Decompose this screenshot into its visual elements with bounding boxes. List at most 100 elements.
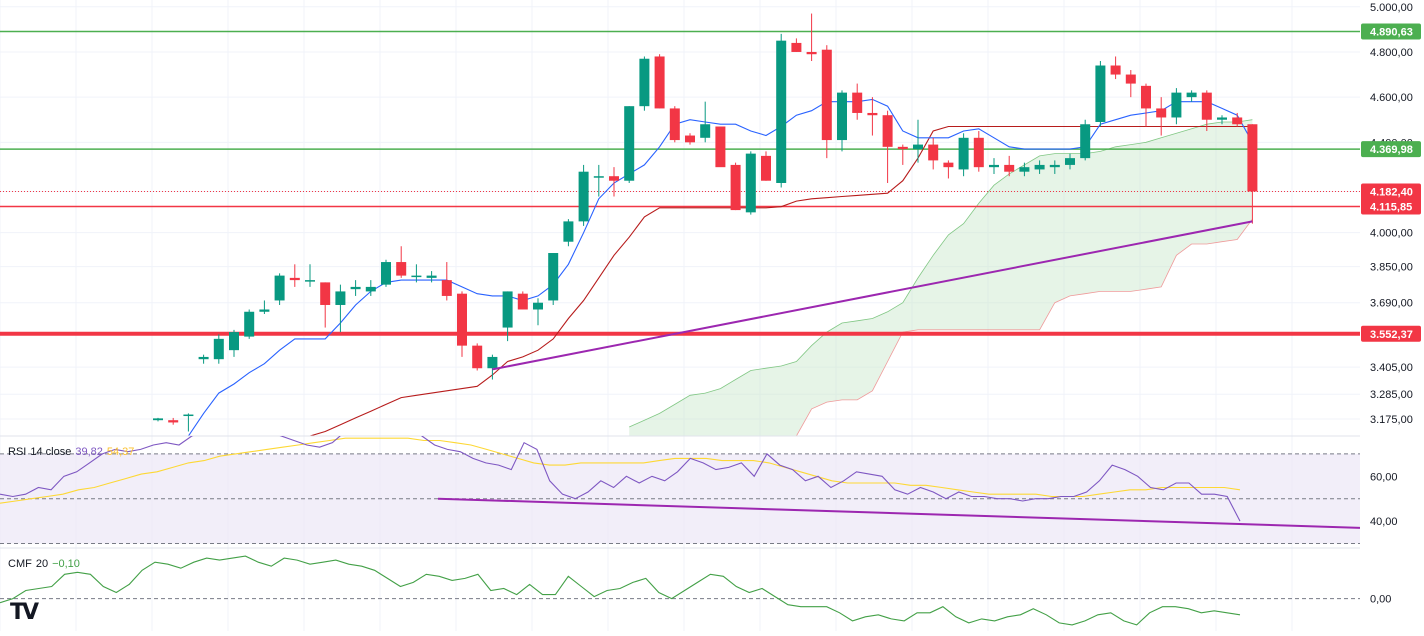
candle-body: [1141, 85, 1151, 109]
candle: [289, 264, 300, 287]
tradingview-logo: TV: [10, 600, 39, 625]
candle: [654, 54, 665, 109]
price-label-red_thick: [1361, 325, 1421, 342]
candle-body: [806, 51, 817, 55]
candle-body: [289, 277, 300, 281]
candle: [411, 264, 422, 283]
candle-body: [1065, 158, 1075, 165]
candle: [958, 133, 969, 177]
candle: [259, 300, 270, 315]
candle-body: [685, 135, 695, 143]
candle-body: [396, 262, 407, 276]
price-label-text: 4.182,40: [1370, 186, 1413, 198]
price-label-green: [1361, 141, 1421, 158]
price-trendline: [492, 220, 1253, 371]
price-axis: 5.000,004.800,004.600,004.400,004.182,40…: [1360, 0, 1424, 631]
candle: [745, 151, 756, 215]
rsi-axis-tick: 40,00: [1370, 516, 1398, 528]
rsi-axis-tick: 60,00: [1370, 471, 1398, 483]
price-axis-tick: 3.690,00: [1370, 298, 1413, 310]
candle-body: [502, 291, 513, 328]
candle: [1110, 56, 1121, 80]
candle-body: [624, 106, 635, 181]
candle-body: [517, 293, 528, 310]
candle-body: [365, 286, 376, 292]
candle-body: [654, 56, 665, 109]
candle: [1080, 119, 1091, 161]
candle-body: [913, 144, 923, 150]
candle-body: [1201, 92, 1212, 120]
candle: [198, 354, 209, 364]
candle-body: [168, 420, 179, 423]
candle: [457, 291, 467, 357]
candle-body: [578, 171, 589, 222]
candle: [441, 262, 452, 301]
candle: [1065, 153, 1075, 170]
candle-body: [229, 332, 239, 351]
candle: [1232, 112, 1243, 127]
candle-body: [1186, 92, 1197, 98]
price-axis-tick: 5.000,00: [1370, 2, 1413, 14]
candle: [624, 106, 635, 183]
price-label-green: [1361, 23, 1421, 40]
candle: [472, 343, 483, 371]
candle-body: [1156, 108, 1167, 118]
candle-body: [897, 146, 908, 150]
candle: [305, 264, 315, 287]
rsi-ma-value: 54,37: [106, 446, 135, 458]
candle: [669, 106, 680, 143]
candle-body: [1004, 164, 1015, 172]
candle: [1049, 160, 1060, 174]
candle-body: [791, 42, 802, 52]
candle: [563, 219, 574, 247]
candle-body: [153, 418, 163, 421]
cmf-axis-tick: 0,00: [1370, 594, 1391, 606]
candle-body: [548, 253, 559, 301]
candle: [426, 271, 437, 283]
candle: [1019, 162, 1030, 177]
candle: [183, 413, 194, 432]
price-axis-tick: 3.285,00: [1370, 389, 1413, 401]
candle-body: [958, 137, 969, 170]
candle-body: [1049, 164, 1060, 168]
candle-body: [943, 162, 954, 168]
candle-body: [821, 49, 832, 141]
rsi-name: RSI: [8, 446, 27, 458]
candle: [1171, 88, 1182, 125]
candle: [1186, 90, 1197, 102]
candle: [350, 280, 361, 296]
price-label-text: 4.369,98: [1370, 144, 1413, 156]
candle-body: [335, 291, 346, 305]
candle: [274, 273, 285, 305]
candle: [867, 97, 878, 136]
candle: [153, 417, 163, 422]
rsi-legend[interactable]: RSI 14 close 39,82 54,37: [8, 446, 138, 458]
candle: [593, 164, 604, 197]
rsi-params: 14 close: [30, 446, 72, 458]
candle-body: [381, 262, 391, 285]
candle: [609, 167, 619, 197]
candle-body: [973, 137, 984, 168]
price-axis-tick: 3.175,00: [1370, 414, 1413, 426]
candle: [381, 259, 391, 287]
candle-body: [259, 309, 270, 312]
candle-body: [1232, 117, 1243, 125]
candle: [715, 126, 726, 168]
candle-body: [639, 58, 650, 107]
candle: [700, 101, 711, 143]
candle: [1095, 60, 1106, 127]
candle-body: [867, 112, 878, 116]
candle-body: [487, 356, 498, 369]
price-pane: [0, 13, 1360, 436]
candle: [806, 13, 817, 61]
candle-body: [350, 286, 361, 290]
candle-body: [1247, 124, 1258, 192]
candle-body: [1217, 117, 1227, 120]
cmf-legend[interactable]: CMF 20 −0,10: [8, 558, 84, 570]
candle: [639, 56, 650, 111]
candle: [1004, 155, 1015, 177]
candle: [989, 158, 999, 174]
candle-body: [1110, 65, 1121, 75]
